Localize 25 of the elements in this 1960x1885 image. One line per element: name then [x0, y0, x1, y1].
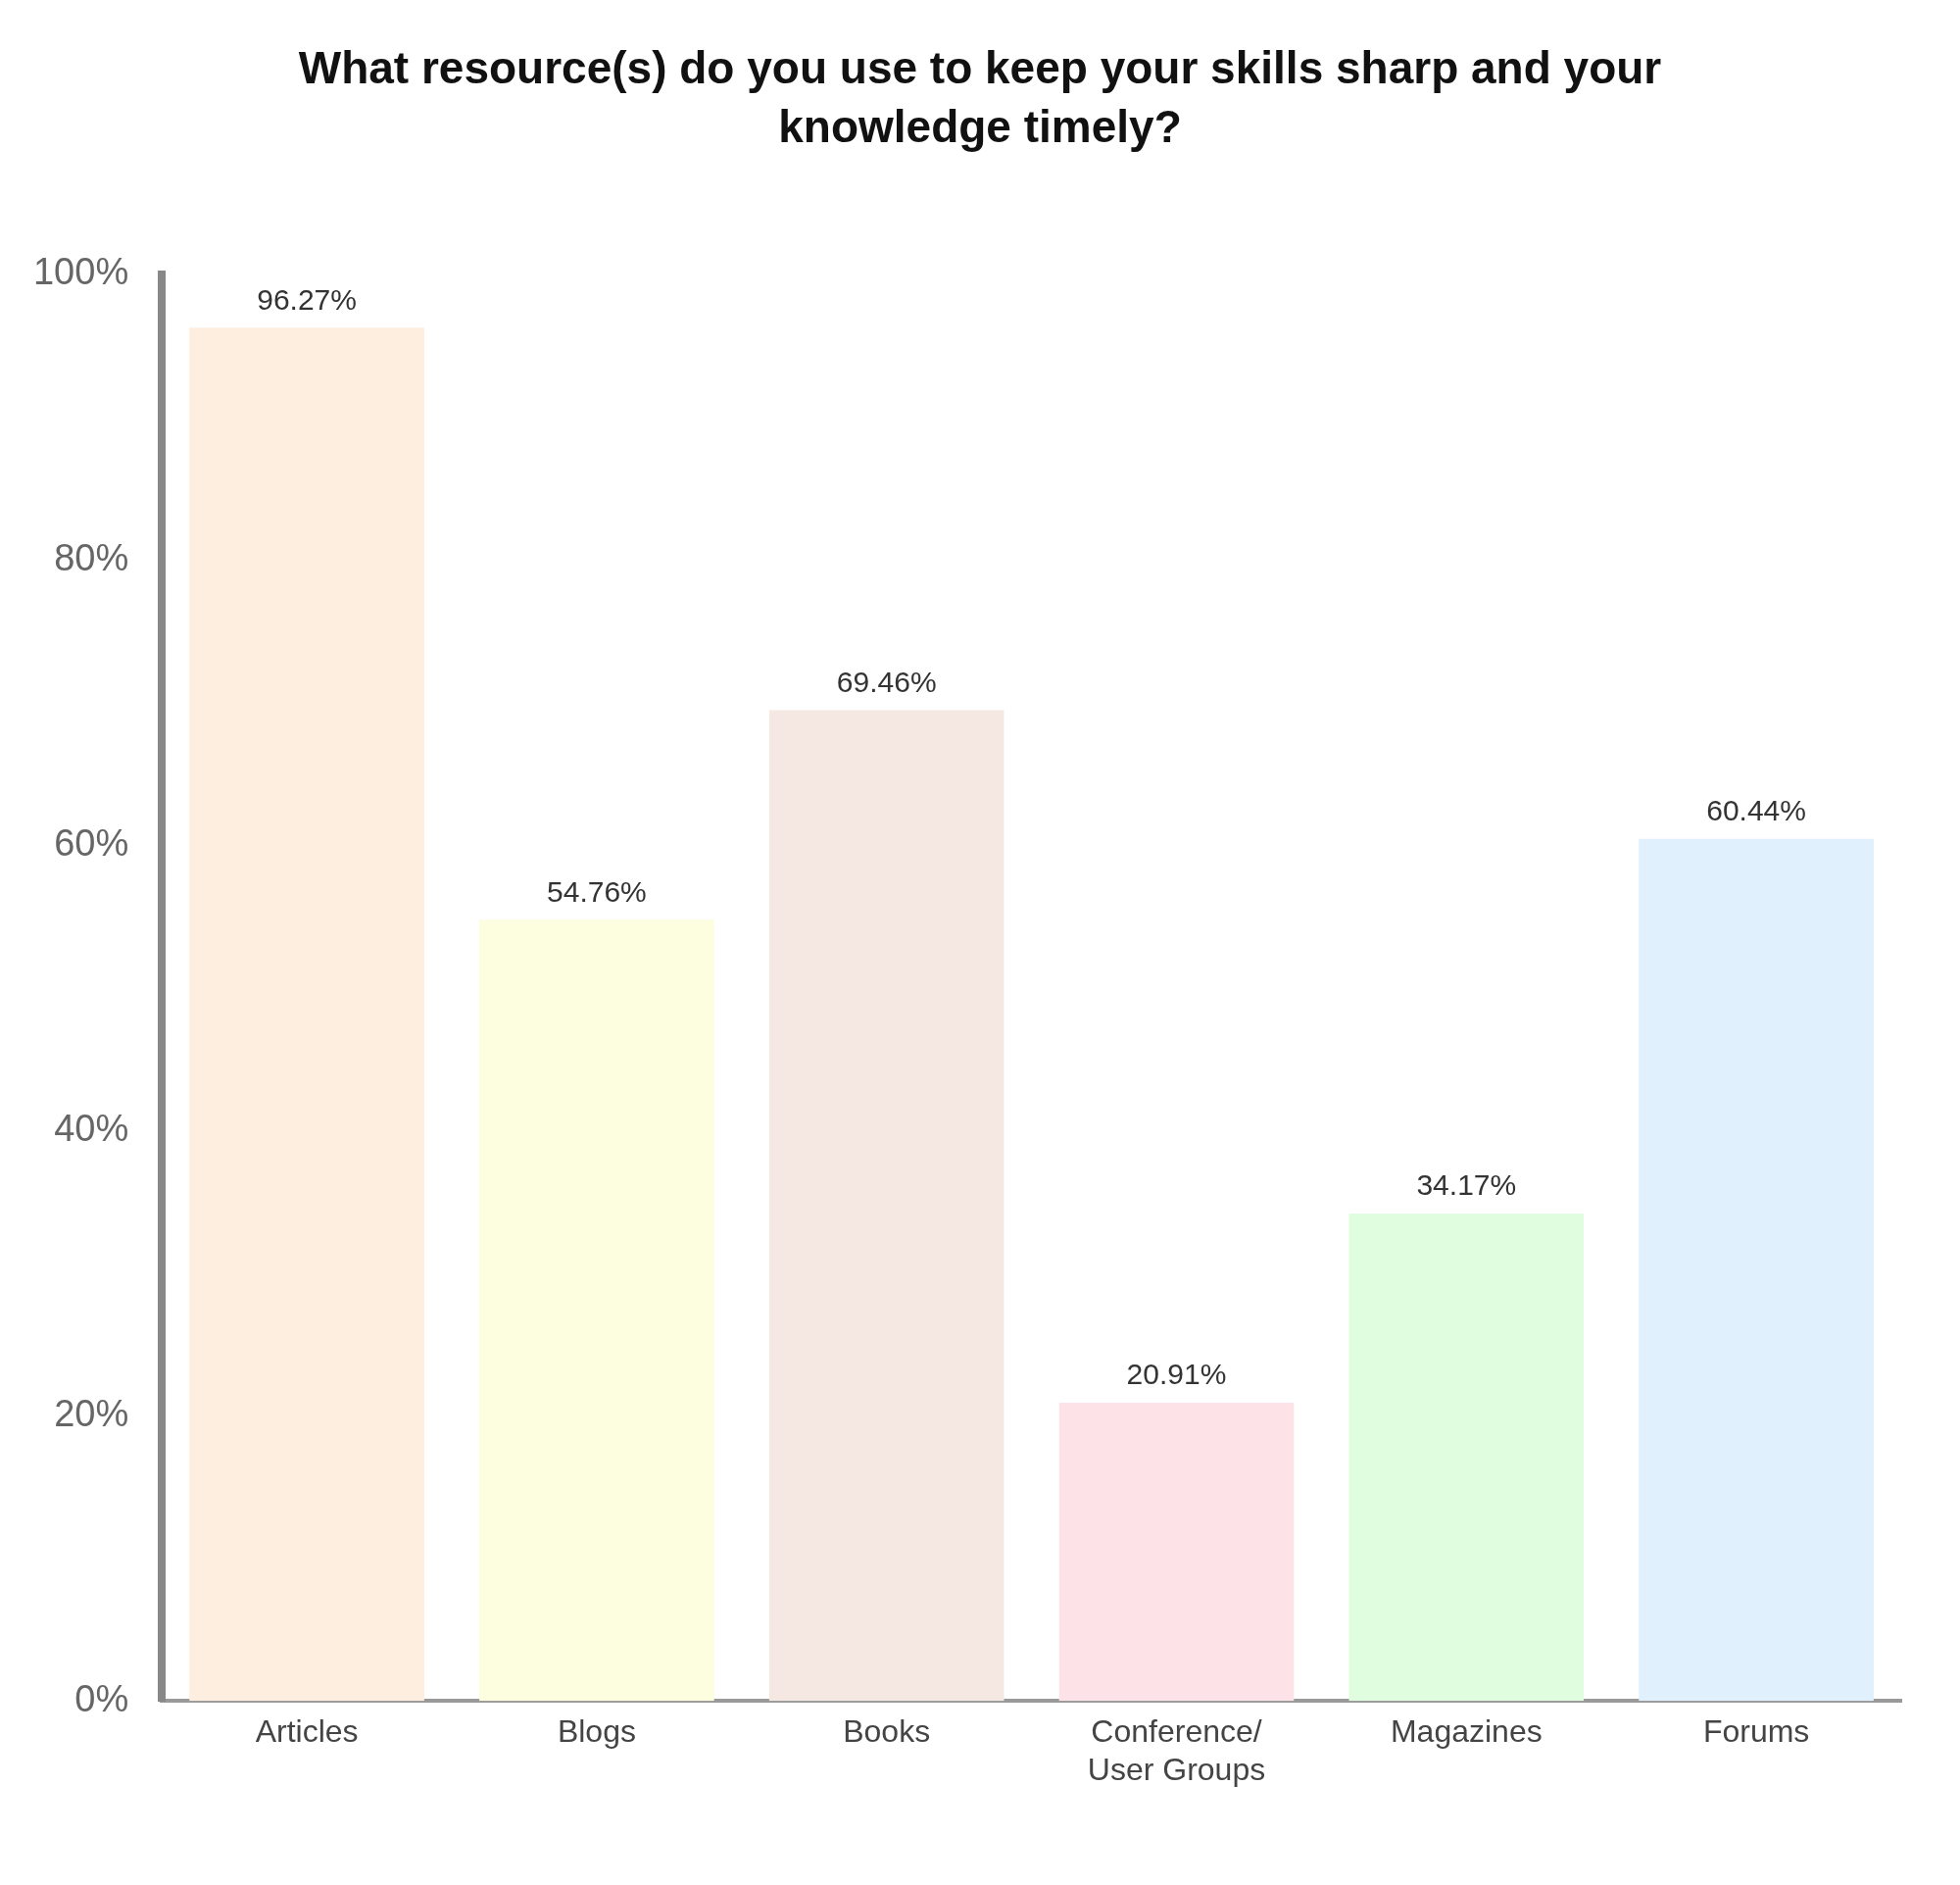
y-tick-label: 100%: [32, 251, 129, 293]
bar: [1348, 1213, 1585, 1701]
x-tick-label: Forums: [1702, 1712, 1810, 1749]
y-tick-label: 0%: [74, 1677, 129, 1719]
x-tick-label: Blogs: [557, 1712, 636, 1749]
data-label: 20.91%: [1126, 1357, 1227, 1390]
y-tick-label: 40%: [54, 1107, 129, 1149]
bar: [1058, 1402, 1295, 1701]
x-tick-label: Magazines: [1390, 1712, 1543, 1749]
data-label: 34.17%: [1416, 1167, 1517, 1201]
x-tick-label: Conference/User Groups: [1087, 1712, 1266, 1787]
y-tick-label: 60%: [54, 821, 129, 864]
data-label: 60.44%: [1706, 793, 1806, 826]
x-tick-label: Articles: [255, 1712, 359, 1749]
bar: [768, 710, 1004, 1701]
bar: [1639, 838, 1874, 1701]
data-label: 96.27%: [257, 282, 357, 316]
y-tick-label: 20%: [54, 1392, 129, 1434]
data-label: 54.76%: [547, 874, 647, 908]
y-tick-label: 80%: [54, 536, 129, 578]
chart-title: What resource(s) do you use to keep your skills sharp and your knowledge timely?: [297, 41, 1663, 154]
bar: [189, 326, 424, 1701]
data-label: 69.46%: [836, 665, 937, 698]
x-tick-label: Books: [843, 1712, 931, 1749]
bar: [479, 918, 714, 1701]
